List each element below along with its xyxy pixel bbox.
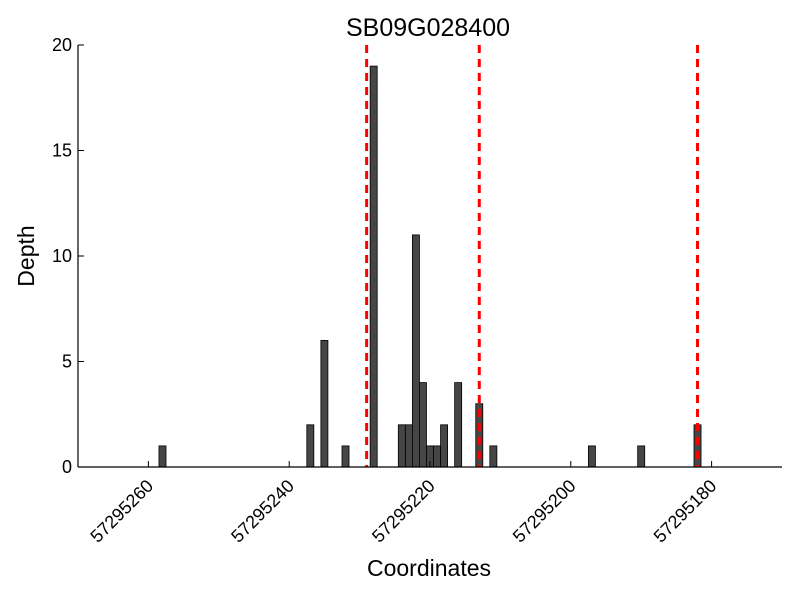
x-tick-label-0: 57295260 <box>86 476 157 547</box>
y-tick-label-3: 15 <box>52 141 72 161</box>
x-tick-label-3: 57295200 <box>509 476 580 547</box>
bar-16 <box>637 445 646 468</box>
bar-10 <box>433 445 441 468</box>
bar-11 <box>440 424 448 468</box>
bar-14 <box>489 445 498 468</box>
y-tick-label-2: 10 <box>52 246 72 266</box>
x-ticks: 57295260 57295240 57295220 57295200 57295180 <box>86 461 720 546</box>
chart-title: SB09G028400 <box>346 14 510 42</box>
bar-12 <box>454 382 463 468</box>
bar-4 <box>369 65 378 468</box>
bars-group <box>158 65 702 468</box>
bar-5 <box>397 424 406 468</box>
bar-1 <box>306 424 315 468</box>
bar-8 <box>419 382 427 468</box>
bar-2 <box>320 339 329 468</box>
x-tick-label-4: 57295180 <box>650 476 721 547</box>
x-axis-label: Coordinates <box>367 555 491 581</box>
bar-15 <box>588 445 596 468</box>
x-tick-label-1: 57295240 <box>227 476 298 547</box>
y-axis-label: Depth <box>13 225 39 286</box>
y-tick-label-0: 0 <box>62 457 72 477</box>
y-ticks: 0 5 10 15 20 <box>52 35 84 477</box>
bar-3 <box>341 445 350 468</box>
y-tick-label-4: 20 <box>52 35 72 55</box>
marker-lines-group <box>365 45 700 467</box>
bar-6 <box>404 424 413 468</box>
y-tick-label-1: 5 <box>62 352 72 372</box>
bar-17 <box>693 424 702 468</box>
bar-7 <box>411 234 420 468</box>
bar-0 <box>158 445 167 468</box>
x-tick-label-2: 57295220 <box>368 476 439 547</box>
